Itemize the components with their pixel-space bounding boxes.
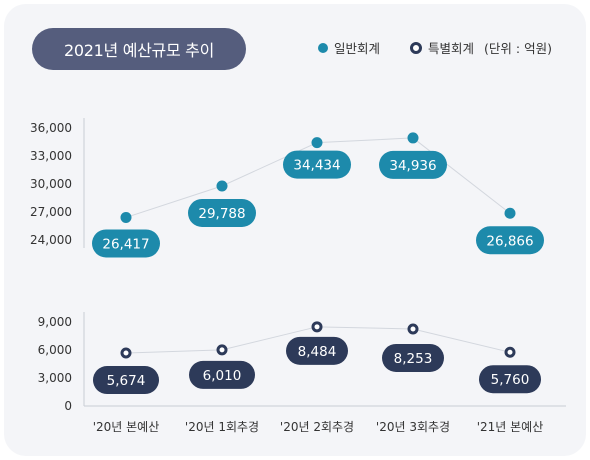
- y-tick-label: 6,000: [38, 343, 72, 357]
- data-label-general: 26,417: [102, 236, 149, 252]
- x-tick-label: '20년 3회추경: [376, 420, 450, 434]
- y-tick-label: 0: [64, 399, 72, 413]
- data-label-general: 26,866: [486, 233, 533, 249]
- y-tick-label: 36,000: [30, 121, 72, 135]
- data-label-special: 8,253: [394, 351, 433, 367]
- data-point-general: [311, 137, 323, 149]
- x-tick-label: '20년 2회추경: [280, 420, 354, 434]
- x-tick-label: '21년 본예산: [477, 420, 544, 434]
- data-label-special: 8,484: [298, 344, 337, 360]
- data-point-special: [311, 321, 323, 333]
- data-point-special: [120, 347, 132, 359]
- data-label-pill-special: [189, 360, 255, 389]
- data-label-pill-special: [286, 336, 348, 365]
- data-label-special: 6,010: [203, 368, 242, 384]
- data-label-special: 5,760: [491, 372, 530, 388]
- legend-marker-special: [410, 41, 423, 54]
- data-point-general: [407, 132, 419, 144]
- y-tick-label: 24,000: [30, 233, 72, 247]
- data-label-pill-general: [379, 150, 447, 179]
- y-tick-label: 3,000: [38, 371, 72, 385]
- data-point-special: [216, 344, 228, 356]
- data-label-pill-general: [476, 226, 544, 255]
- data-label-general: 34,434: [293, 158, 340, 174]
- data-label-special: 5,674: [107, 373, 146, 389]
- unit-label: (단위 : 억원): [484, 41, 552, 56]
- data-point-special: [504, 346, 516, 358]
- legend-item-special: 특별회계: [410, 38, 474, 57]
- legend-marker-general: [318, 42, 328, 53]
- y-tick-label: 9,000: [38, 315, 72, 329]
- data-label-pill-special: [382, 343, 444, 372]
- legend-item-general: 일반회계: [318, 38, 380, 57]
- data-point-general: [120, 211, 132, 223]
- x-tick-label: '20년 본예산: [93, 420, 160, 434]
- data-point-general: [504, 207, 516, 219]
- data-point-general: [216, 180, 228, 192]
- data-label-general: 34,936: [389, 158, 436, 174]
- data-label-pill-special: [93, 366, 159, 395]
- data-label-general: 29,788: [198, 206, 245, 222]
- y-tick-label: 27,000: [30, 205, 72, 219]
- data-label-pill-general: [92, 229, 160, 258]
- legend-label-general: 일반회계: [334, 41, 381, 56]
- data-point-special: [407, 323, 419, 335]
- legend: 일반회계 특별회계 (단위 : 억원): [318, 38, 552, 57]
- data-label-pill-general: [283, 150, 351, 179]
- data-label-pill-general: [188, 198, 256, 227]
- data-label-pill-special: [479, 365, 541, 394]
- y-tick-label: 30,000: [30, 177, 72, 191]
- chart-title: 2021년 예산규모 추이: [32, 28, 246, 70]
- legend-label-special: 특별회계: [428, 41, 475, 56]
- x-tick-label: '20년 1회추경: [185, 420, 259, 434]
- y-tick-label: 33,000: [30, 149, 72, 163]
